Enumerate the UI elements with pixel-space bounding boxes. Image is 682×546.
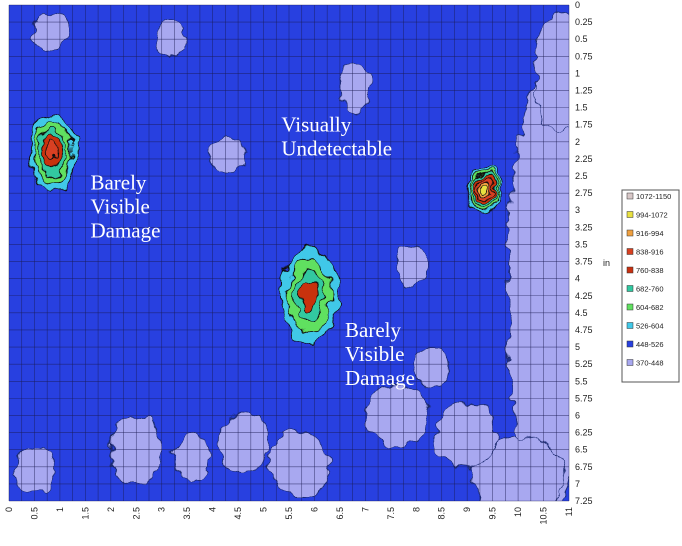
low-patch-11 <box>339 59 371 115</box>
y-axis-label: in <box>603 258 610 268</box>
x-tick-label: 11 <box>564 507 574 516</box>
y-tick-label: 7.25 <box>575 496 593 506</box>
y-tick-label: 0.5 <box>575 34 588 44</box>
x-tick-label: 5.5 <box>284 507 294 520</box>
axes: 0 0.5 1 1.5 2 2.5 3 3.5 4 4.5 5 5.5 6 6.5 7 7.5 8 8.5 9 9.5… <box>4 0 610 525</box>
y-tick-label: 1.5 <box>575 103 588 113</box>
y-tick-label: 5.5 <box>575 376 588 386</box>
y-tick-label: 4.75 <box>575 325 593 335</box>
low-patch-12 <box>395 244 427 286</box>
low-patch-6 <box>217 411 270 475</box>
legend: 1072-1150 994-1072 916-994 838-916 760-838 68… <box>621 189 680 383</box>
annotations: Barely Visible Damage Visually Undetectable B… <box>90 113 415 390</box>
y-tick-label: 6.5 <box>575 445 588 455</box>
x-tick-label: 1 <box>55 507 65 512</box>
x-tick-label: 9 <box>462 507 472 512</box>
legend-swatch <box>626 229 634 237</box>
x-tick-label: 3.5 <box>182 507 192 520</box>
legend-swatch <box>626 340 634 348</box>
y-tick-label: 6 <box>575 410 580 420</box>
y-tick-label: 3.5 <box>575 239 588 249</box>
y-tick-label: 6.75 <box>575 462 593 472</box>
y-tick-label: 7 <box>575 479 580 489</box>
x-tick-label: 6.5 <box>335 507 345 520</box>
y-tick-label: 3 <box>575 205 580 215</box>
x-tick-label: 6 <box>309 507 319 512</box>
x-tick-label: 0.5 <box>29 507 39 520</box>
x-tick-label: 10 <box>513 507 523 517</box>
low-patch-10 <box>209 138 247 174</box>
y-tick-label: 2 <box>575 137 580 147</box>
y-tick-label: 2.25 <box>575 154 593 164</box>
legend-swatch <box>626 248 634 255</box>
x-tick-label: 8.5 <box>437 507 447 520</box>
y-tick-label: 5.75 <box>575 393 593 403</box>
y-tick-label: 5 <box>575 342 580 352</box>
annotation-0: Barely Visible Damage <box>90 171 160 243</box>
low-patch-13 <box>31 11 68 54</box>
x-tick-label: 4 <box>208 507 218 512</box>
left-hotspot <box>28 114 76 191</box>
legend-label: 838-916 <box>636 248 664 257</box>
x-tick-label: 3 <box>157 507 167 512</box>
x-tick-label: 10.5 <box>539 507 549 525</box>
hotspots <box>28 114 504 345</box>
legend-label: 526-604 <box>636 322 664 331</box>
right-hotspot <box>466 165 504 215</box>
low-patch-8 <box>174 432 211 481</box>
y-tick-label: 1.75 <box>575 120 593 130</box>
y-tick-label: 2.5 <box>575 171 588 181</box>
low-patch-5 <box>268 428 331 498</box>
x-tick-label: 0 <box>4 507 14 512</box>
legend-swatch <box>626 303 634 311</box>
center-hotspot-level-760-838 <box>300 280 319 312</box>
x-tick-label: 7.5 <box>386 507 396 520</box>
legend-swatch <box>626 266 634 274</box>
x-tick-label: 9.5 <box>488 507 498 520</box>
x-tick-label: 4.5 <box>233 507 243 520</box>
y-tick-label: 2.75 <box>575 188 593 198</box>
legend-label: 760-838 <box>636 266 664 275</box>
legend-label: 1072-1150 <box>636 192 671 201</box>
y-tick-label: 4 <box>575 274 580 284</box>
legend-swatch <box>626 322 634 329</box>
annotation-2: Barely Visible Damage <box>345 318 415 390</box>
x-tick-label: 1.5 <box>80 507 90 520</box>
y-tick-label: 1.25 <box>575 86 593 96</box>
y-tick-label: 3.25 <box>575 222 593 232</box>
annotation-1: Visually Undetectable <box>281 113 392 161</box>
x-tick-label: 2 <box>106 507 116 512</box>
grid <box>8 4 570 502</box>
legend-label: 604-682 <box>636 303 664 312</box>
y-tick-label: 4.25 <box>575 291 593 301</box>
x-tick-label: 8 <box>411 507 421 512</box>
right-hotspot-level-994-1072 <box>481 184 489 195</box>
legend-swatch <box>626 192 634 200</box>
y-tick-label: 4.5 <box>575 308 588 318</box>
legend-label: 370-448 <box>636 359 664 368</box>
left-hotspot-level-838-916 <box>45 141 59 163</box>
low-patch-15 <box>413 346 450 389</box>
x-tick-label: 7 <box>360 507 370 512</box>
y-tick-label: 0.75 <box>575 51 593 61</box>
x-tick-label: 2.5 <box>131 507 141 520</box>
y-tick-label: 3.75 <box>575 257 593 267</box>
legend-label: 682-760 <box>636 285 664 294</box>
center-hotspot <box>280 247 338 345</box>
legend-swatch <box>626 359 634 366</box>
y-tick-label: 6.25 <box>575 428 593 438</box>
legend-label: 916-994 <box>636 229 664 238</box>
legend-swatch <box>626 285 634 292</box>
legend-swatch <box>626 211 634 218</box>
y-tick-label: 0.25 <box>575 17 593 27</box>
legend-label: 448-526 <box>636 340 664 349</box>
y-tick-label: 1 <box>575 68 580 78</box>
y-tick-label: 0 <box>575 0 580 10</box>
x-tick-label: 5 <box>259 507 269 512</box>
legend-label: 994-1072 <box>636 211 668 220</box>
y-tick-label: 5.25 <box>575 359 593 369</box>
